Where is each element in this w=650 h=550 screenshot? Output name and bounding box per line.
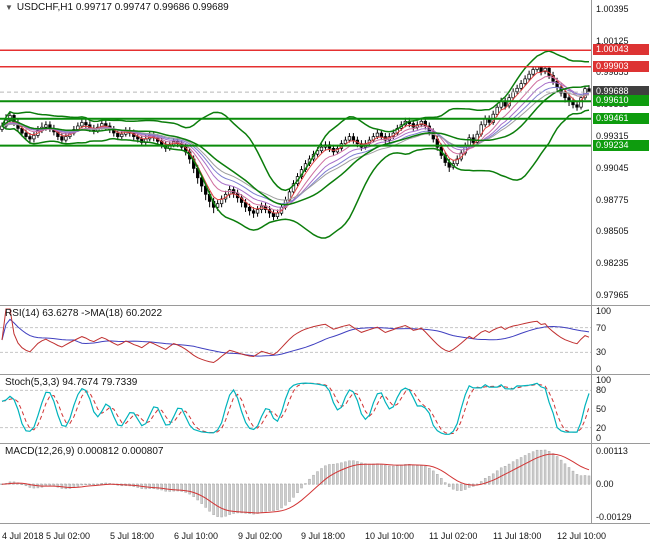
price-axis-label: 0.99045 [596, 163, 629, 173]
stoch-d-line [1, 382, 590, 435]
time-axis-label: 12 Jul 10:00 [557, 531, 607, 541]
rsi-label: RSI(14) 63.6278 ->MA(18) 60.2022 [5, 308, 163, 319]
time-axis-label: 5 Jul 18:00 [110, 531, 155, 541]
indicator-axis-label: 0.00 [596, 479, 614, 489]
price-axis[interactable]: 1.003951.001250.998550.995850.993150.990… [591, 0, 650, 305]
stochastic-label: Stoch(5,3,3) 94.7674 79.7339 [5, 377, 138, 388]
indicator-axis-label: 0 [596, 433, 602, 443]
price-axis-label: 0.99315 [596, 131, 629, 141]
horizontal-levels[interactable] [0, 49, 591, 147]
stochastic-plot[interactable] [0, 375, 591, 443]
rsi-panel: 100 70 30 0 RSI(14) 63.6278 ->MA(18) 60.202… [0, 306, 650, 375]
price-axis-label: 1.00125 [596, 36, 629, 46]
main-chart-plot[interactable] [0, 0, 591, 305]
stochastic-panel: 100 80 50 20 0 Stoch(5,3,3) 94.7674 79.7339 [0, 375, 650, 444]
price-axis-label: 0.98505 [596, 226, 629, 236]
one-click-trading-arrow-icon[interactable]: ▼ [5, 3, 13, 12]
macd-plot[interactable] [0, 444, 591, 523]
price-axis-label: 1.00395 [596, 4, 629, 14]
indicator-axis-label: 30 [596, 347, 607, 357]
indicator-axis-label: 100 [596, 375, 612, 385]
macd-histogram [0, 449, 591, 518]
rsi-plot[interactable] [0, 306, 591, 374]
macd-axis[interactable]: 0.00113 0.00 -0.00129 [591, 444, 650, 523]
stochastic-axis[interactable]: 100 80 50 20 0 [591, 375, 650, 443]
macd-panel: 0.00113 0.00 -0.00129 MACD(12,26,9) 0.0008… [0, 444, 650, 524]
time-axis-label: 9 Jul 02:00 [238, 531, 283, 541]
chart-title-bar: ▼ USDCHF,H1 0.99717 0.99747 0.99686 0.996… [5, 2, 229, 14]
stochastic-lines [1, 382, 590, 435]
macd-label: MACD(12,26,9) 0.000812 0.000807 [5, 446, 164, 457]
ma-fan [1, 70, 590, 214]
rsi-ma-line [1, 318, 590, 357]
indicator-axis-label: -0.00129 [596, 512, 632, 522]
price-tag: 0.99688 [593, 86, 649, 97]
time-axis-label: 11 Jul 02:00 [429, 531, 478, 541]
time-axis-label: 6 Jul 10:00 [174, 531, 219, 541]
indicator-axis-label: 0.00113 [596, 446, 628, 456]
indicator-axis-label: 20 [596, 423, 607, 433]
indicator-axis-label: 50 [596, 404, 607, 414]
price-tag: 0.99234 [593, 140, 649, 151]
time-axis-label: 9 Jul 18:00 [301, 531, 346, 541]
macd-signal [1, 453, 590, 514]
rsi-line [1, 308, 590, 364]
price-axis-label: 0.99855 [596, 67, 629, 77]
price-axis-label: 0.98235 [596, 258, 629, 268]
time-axis-label: 11 Jul 18:00 [493, 531, 542, 541]
indicator-axis-label: 0 [596, 364, 602, 374]
bollinger-bands [1, 50, 590, 239]
chart-title-text: USDCHF,H1 0.99717 0.99747 0.99686 0.9968… [16, 2, 229, 13]
main-chart-panel: 1.003951.001250.998550.995850.993150.990… [0, 0, 650, 306]
time-axis-label: 4 Jul 2018 [2, 531, 44, 541]
indicator-axis-label: 100 [596, 306, 612, 316]
rsi-lines [1, 308, 590, 364]
macd-signal-line [1, 453, 590, 514]
price-tag: 0.99461 [593, 113, 649, 124]
time-axis[interactable]: 4 Jul 2018 5 Jul 02:00 5 Jul 18:00 6 Jul 10… [0, 524, 650, 550]
price-axis-label: 0.97965 [596, 290, 629, 300]
indicator-axis-label: 80 [596, 385, 607, 395]
price-axis-label: 0.98775 [596, 195, 629, 205]
price-tag: 0.99610 [593, 95, 649, 106]
time-axis-label: 10 Jul 10:00 [365, 531, 415, 541]
price-tag: 0.99903 [593, 61, 649, 72]
stoch-k-line [1, 382, 590, 435]
rsi-axis[interactable]: 100 70 30 0 [591, 306, 650, 374]
indicator-axis-label: 70 [596, 323, 607, 333]
time-axis-label: 5 Jul 02:00 [46, 531, 91, 541]
price-tag: 1.00043 [593, 44, 649, 55]
